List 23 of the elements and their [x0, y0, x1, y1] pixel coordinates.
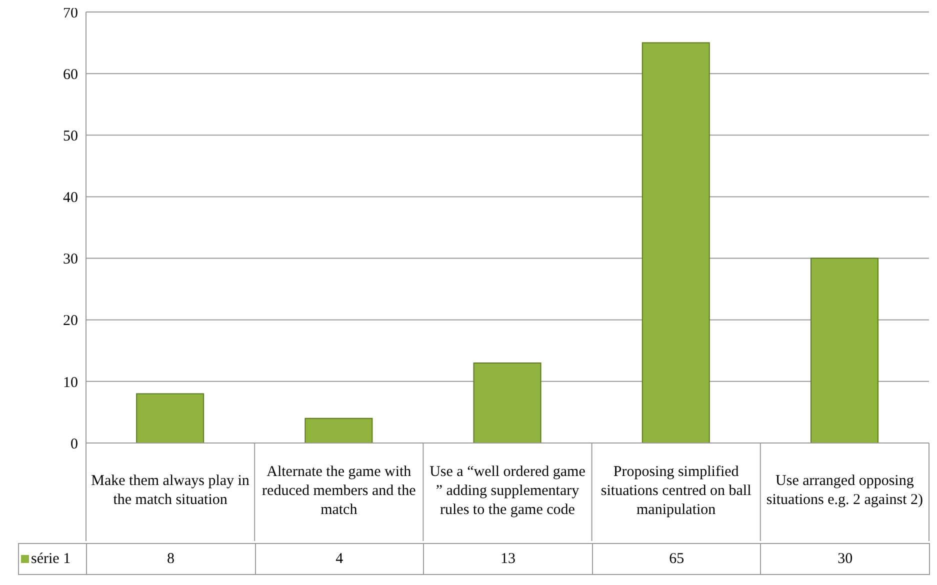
bar: [136, 393, 204, 443]
y-tick-label: 60: [63, 66, 78, 83]
x-tick-label: Use a “well ordered game ” adding supplementary rules to the game code: [428, 462, 586, 520]
data-label: 65: [592, 544, 762, 574]
y-tick-label: 20: [63, 313, 78, 330]
bar: [473, 362, 542, 443]
y-tick-label: 10: [63, 374, 78, 391]
bar: [304, 418, 373, 443]
y-tick-label: 40: [63, 190, 78, 206]
x-tick-label: Proposing simplified situations centred on ball manipulation: [600, 462, 752, 520]
data-label: 4: [256, 544, 424, 574]
bar: [642, 42, 710, 443]
legend-label: série 1: [19, 544, 87, 574]
data-label: 8: [87, 544, 256, 574]
data-label: 30: [761, 544, 930, 574]
y-tick-label: 50: [63, 128, 78, 144]
x-tick-label: Alternate the game with reduced members and the match: [261, 462, 417, 520]
data-label: 13: [424, 544, 593, 574]
bar: [810, 258, 878, 443]
x-tick-label: Use arranged opposing situations e.g. 2 against 2): [765, 472, 924, 510]
x-tick-label: Make them always play in the match situation: [90, 472, 250, 510]
y-tick-label: 0: [70, 436, 78, 452]
y-tick-label: 30: [63, 252, 78, 268]
